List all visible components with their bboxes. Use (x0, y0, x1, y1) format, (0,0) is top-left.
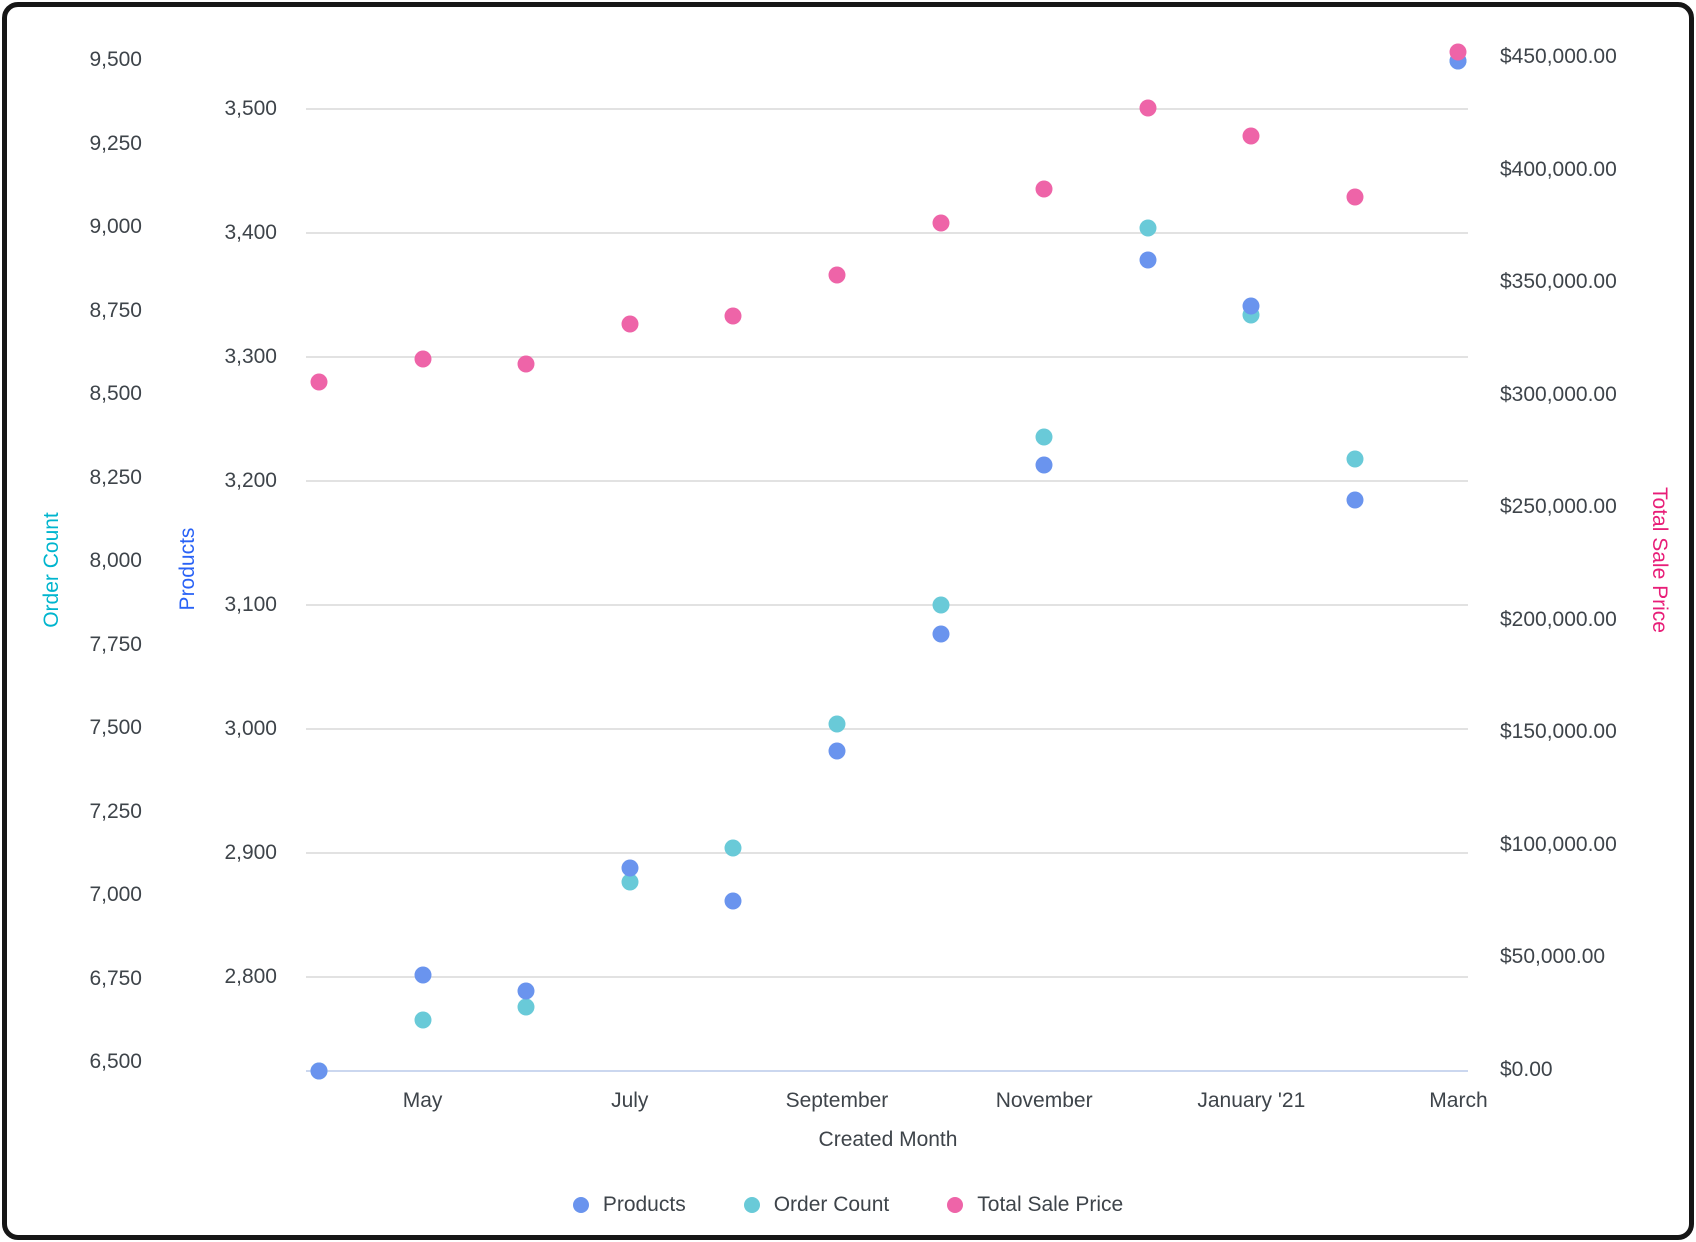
order-count-tick-label: 8,250 (89, 465, 142, 489)
order-count-tick-label: 6,500 (89, 1050, 142, 1073)
products-tick-label: 3,200 (224, 469, 277, 492)
gridline (306, 604, 1468, 606)
point-order-count-december[interactable] (1139, 219, 1157, 237)
legend: Products Order Count Total Sale Price (7, 1193, 1689, 1217)
order-count-tick-label: 7,000 (89, 883, 142, 906)
point-total-sale-price-march21[interactable] (1449, 43, 1467, 61)
products-tick-label: 3,500 (224, 97, 277, 120)
total-sale-price-axis-title: Total Sale Price (1648, 487, 1671, 633)
products-tick-label: 2,800 (224, 965, 277, 988)
point-products-january21[interactable] (1242, 297, 1260, 315)
total-sale-price-tick-label: $200,000.00 (1500, 607, 1617, 631)
x-tick-label: September (785, 1089, 889, 1112)
legend-label: Order Count (773, 1193, 890, 1216)
total-sale-price-tick-label: $150,000.00 (1500, 720, 1617, 744)
point-order-count-september[interactable] (828, 715, 846, 733)
gridline (306, 108, 1468, 110)
total-sale-price-tick-label: $50,000.00 (1500, 945, 1606, 969)
x-axis-line (306, 1070, 1468, 1072)
point-order-count-july[interactable] (621, 873, 639, 891)
order-count-tick-label: 9,500 (89, 48, 142, 71)
point-products-july[interactable] (621, 859, 639, 877)
products-tick-label: 3,000 (224, 717, 277, 740)
point-products-may[interactable] (414, 966, 432, 984)
order-count-tick-label: 9,250 (89, 131, 142, 155)
total-sale-price-tick-label: $250,000.00 (1500, 495, 1617, 519)
point-total-sale-price-june[interactable] (517, 355, 535, 373)
point-products-december[interactable] (1139, 251, 1157, 269)
order-count-tick-label: 7,500 (89, 716, 142, 739)
point-total-sale-price-september[interactable] (828, 266, 846, 284)
products-tick-label: 3,300 (224, 345, 277, 368)
x-tick-label: March (1429, 1089, 1488, 1112)
point-order-count-june[interactable] (517, 998, 535, 1016)
total-sale-price-tick-label: $100,000.00 (1500, 832, 1617, 856)
point-total-sale-price-october[interactable] (932, 214, 950, 232)
total-sale-price-tick-label: $350,000.00 (1500, 270, 1617, 294)
gridline (306, 852, 1468, 854)
legend-label: Total Sale Price (977, 1193, 1124, 1216)
legend-item-products[interactable]: Products (572, 1193, 686, 1217)
point-products-february[interactable] (1346, 491, 1364, 509)
gridline (306, 356, 1468, 358)
legend-label: Products (602, 1193, 686, 1216)
products-tick-label: 3,100 (224, 593, 277, 616)
order-count-tick-label: 7,750 (89, 632, 142, 656)
total-sale-price-legend-dot-icon (947, 1197, 964, 1213)
gridline (306, 976, 1468, 978)
order-count-tick-label: 7,250 (89, 799, 142, 823)
total-sale-price-tick-label: $300,000.00 (1500, 382, 1617, 406)
point-total-sale-price-april20[interactable] (310, 373, 328, 391)
point-products-october[interactable] (932, 625, 950, 643)
order-count-tick-label: 8,750 (89, 298, 142, 322)
gridline (306, 232, 1468, 234)
point-total-sale-price-november[interactable] (1035, 180, 1053, 198)
x-tick-label: November (995, 1089, 1093, 1112)
x-tick-label: May (402, 1089, 443, 1112)
order-count-tick-label: 6,750 (89, 966, 142, 990)
point-total-sale-price-may[interactable] (414, 350, 432, 368)
total-sale-price-tick-label: $0.00 (1500, 1058, 1553, 1081)
total-sale-price-tick-label: $450,000.00 (1500, 45, 1617, 68)
x-tick-label: January '21 (1197, 1089, 1306, 1112)
order-count-tick-label: 8,500 (89, 382, 142, 405)
products-legend-dot-icon (572, 1197, 589, 1213)
point-total-sale-price-july[interactable] (621, 315, 639, 333)
point-products-november[interactable] (1035, 456, 1053, 474)
products-tick-label: 2,900 (224, 841, 277, 864)
point-total-sale-price-december[interactable] (1139, 99, 1157, 117)
point-order-count-august[interactable] (724, 839, 742, 857)
gridline (306, 480, 1468, 482)
point-total-sale-price-august[interactable] (724, 307, 742, 325)
point-products-august[interactable] (724, 892, 742, 910)
point-products-april20[interactable] (310, 1062, 328, 1080)
point-order-count-october[interactable] (932, 596, 950, 614)
point-products-september[interactable] (828, 742, 846, 760)
order-count-tick-label: 8,000 (89, 549, 142, 572)
point-order-count-november[interactable] (1035, 428, 1053, 446)
legend-item-total-sale-price[interactable]: Total Sale Price (947, 1193, 1123, 1217)
x-axis-title: Created Month (818, 1128, 958, 1151)
order-count-tick-label: 9,000 (89, 215, 142, 238)
legend-item-order-count[interactable]: Order Count (743, 1193, 890, 1217)
point-total-sale-price-february[interactable] (1346, 188, 1364, 206)
products-tick-label: 3,400 (224, 221, 277, 244)
x-tick-label: July (611, 1089, 649, 1112)
gridline (306, 728, 1468, 730)
point-total-sale-price-january21[interactable] (1242, 127, 1260, 145)
products-axis-title: Products (176, 527, 199, 611)
total-sale-price-tick-label: $400,000.00 (1500, 157, 1617, 181)
order-count-axis-title: Order Count (40, 512, 63, 628)
plot-area: 6,500 6,750 7,000 7,250 7,500 7,750 8,000 8,250… (7, 7, 1689, 1235)
point-order-count-may[interactable] (414, 1011, 432, 1029)
point-order-count-february[interactable] (1346, 450, 1364, 468)
point-products-june[interactable] (517, 982, 535, 1000)
order-count-legend-dot-icon (743, 1197, 760, 1213)
